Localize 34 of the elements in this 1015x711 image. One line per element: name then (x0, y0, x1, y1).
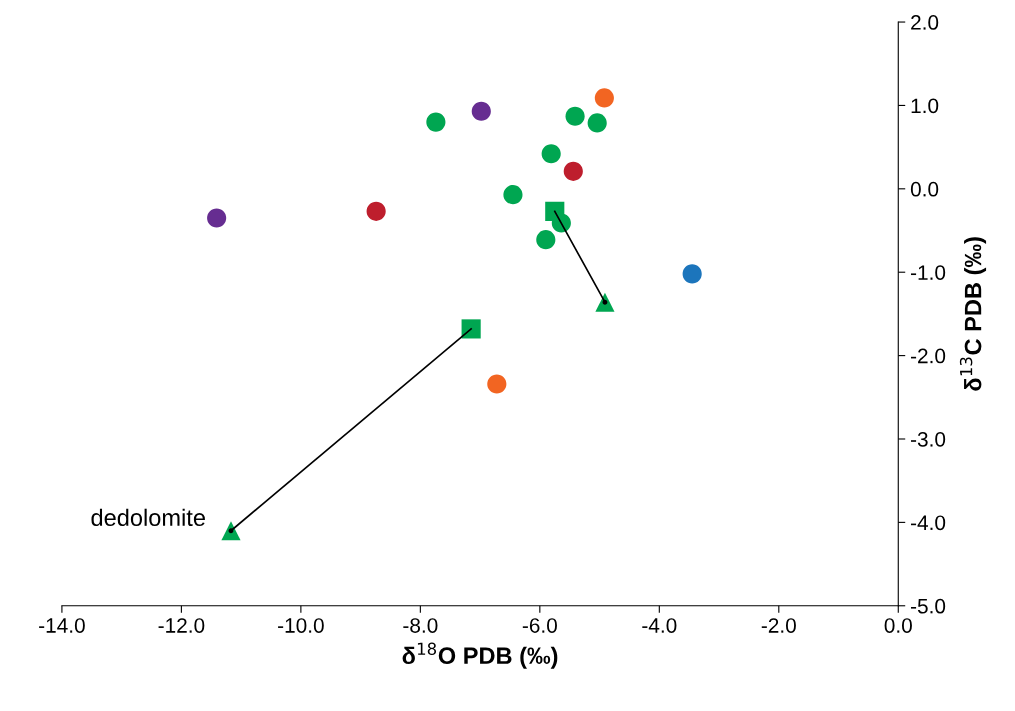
x-tick-label: -12.0 (158, 618, 205, 633)
point (503, 185, 523, 205)
y-tick-label: 1.0 (911, 98, 939, 114)
point (682, 264, 702, 284)
y-tick-label: 0.0 (910, 181, 939, 197)
x-tick-label: -6.0 (522, 618, 557, 633)
annotation: dedolomite (91, 508, 205, 527)
y-tick-label: -3.0 (911, 431, 946, 447)
x-tick-label: -2.0 (761, 618, 796, 633)
point (565, 106, 585, 126)
y-tick-label: -5.0 (911, 598, 946, 614)
point (461, 319, 481, 339)
point (536, 230, 556, 250)
point (207, 208, 227, 228)
x-tick-label: -4.0 (642, 618, 677, 633)
x-tick-label: 0.0 (884, 618, 912, 633)
y-tick-label: 2.0 (911, 15, 939, 30)
x-tick-label: -10.0 (278, 618, 324, 633)
y-tick-label: -2.0 (911, 348, 946, 364)
y-axis-title: δ$^{13}$C PDB (‰) (959, 237, 987, 391)
point (541, 144, 561, 164)
point (545, 201, 565, 221)
y-tick-label: -1.0 (911, 265, 946, 280)
point (471, 101, 491, 121)
point (366, 201, 386, 221)
point (587, 113, 607, 133)
point (563, 161, 583, 181)
point (487, 374, 507, 394)
point (594, 88, 614, 108)
x-tick-label: -14.0 (39, 618, 85, 633)
x-tick-label: -8.0 (403, 618, 438, 633)
y-tick-label: -4.0 (911, 515, 946, 531)
point (426, 112, 446, 132)
x-axis-title: δ$^{18}$O PDB (‰) (402, 642, 558, 669)
